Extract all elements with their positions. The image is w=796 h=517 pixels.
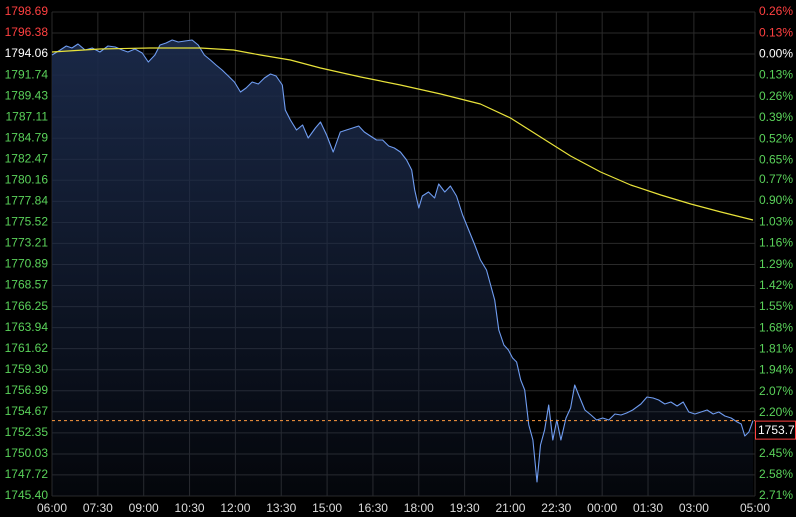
y2-tick-label: 1.81% — [759, 342, 793, 356]
y-tick-label: 1766.25 — [5, 299, 49, 313]
y-tick-label: 1775.52 — [5, 215, 49, 229]
x-tick-label: 12:00 — [220, 501, 250, 515]
y-tick-label: 1777.84 — [5, 194, 49, 208]
price-area — [52, 40, 753, 496]
y-tick-label: 1782.47 — [5, 151, 49, 165]
y-tick-label: 1798.69 — [5, 4, 49, 18]
x-tick-label: 21:00 — [495, 501, 525, 515]
y2-tick-label: 0.65% — [759, 152, 793, 166]
y2-tick-label: 2.71% — [759, 488, 793, 502]
x-tick-label: 22:30 — [541, 501, 571, 515]
y-tick-label: 1759.30 — [5, 362, 49, 376]
average-line — [51, 47, 754, 221]
y2-tick-label: 0.77% — [759, 172, 793, 186]
x-tick-label: 15:00 — [312, 501, 342, 515]
y2-tick-label: 0.90% — [759, 193, 793, 207]
y2-tick-label: 1.29% — [759, 257, 793, 271]
y2-tick-label: 0.13% — [759, 68, 793, 82]
y2-tick-label: 1.03% — [759, 214, 793, 228]
y2-tick-label: 2.58% — [759, 467, 793, 481]
y2-tick-label: 1.94% — [759, 363, 793, 377]
x-tick-label: 01:30 — [633, 501, 663, 515]
y-tick-label: 1761.62 — [5, 341, 49, 355]
y-tick-label: 1773.21 — [5, 236, 49, 250]
x-tick-label: 03:00 — [679, 501, 709, 515]
y2-tick-label: 1.68% — [759, 320, 793, 334]
y-tick-label: 1756.99 — [5, 383, 49, 397]
y2-tick-label: 2.45% — [759, 446, 793, 460]
x-tick-label: 07:30 — [83, 501, 113, 515]
y2-tick-label: 0.13% — [759, 25, 793, 39]
y-tick-label: 1754.67 — [5, 404, 49, 418]
y-tick-label: 1752.35 — [5, 425, 49, 439]
y-tick-label: 1784.79 — [5, 130, 49, 144]
y2-tick-label: 0.52% — [759, 131, 793, 145]
y-tick-label: 1750.03 — [5, 446, 49, 460]
y-tick-label: 1763.94 — [5, 320, 49, 334]
y2-tick-label: 0.26% — [759, 4, 793, 18]
y-tick-label: 1780.16 — [5, 172, 49, 186]
y2-tick-label: 2.20% — [759, 405, 793, 419]
x-tick-label: 00:00 — [587, 501, 617, 515]
y-tick-label: 1789.43 — [5, 88, 49, 102]
y-tick-label: 1747.72 — [5, 467, 49, 481]
x-tick-label: 09:00 — [129, 501, 159, 515]
y2-tick-label: 1.55% — [759, 299, 793, 313]
x-tick-label: 16:30 — [358, 501, 388, 515]
y2-tick-label: 1.42% — [759, 278, 793, 292]
x-tick-label: 13:30 — [266, 501, 296, 515]
y-tick-label: 1745.40 — [5, 488, 49, 502]
y2-tick-label: 1.16% — [759, 236, 793, 250]
y2-tick-label: 0.00% — [759, 47, 793, 61]
x-tick-label: 19:30 — [450, 501, 480, 515]
y-tick-label: 1794.06 — [5, 46, 49, 60]
y2-tick-label: 0.26% — [759, 89, 793, 103]
y2-tick-label: 0.39% — [759, 110, 793, 124]
y-tick-label: 1796.38 — [5, 25, 49, 39]
x-tick-label: 18:00 — [404, 501, 434, 515]
x-tick-label: 06:00 — [37, 501, 67, 515]
price-line — [51, 39, 754, 483]
y-tick-label: 1768.57 — [5, 278, 49, 292]
x-tick-label: 10:30 — [175, 501, 205, 515]
last-value-label: 1753.7 — [758, 423, 795, 437]
x-tick-label: 05:00 — [740, 501, 770, 515]
y-tick-label: 1770.89 — [5, 257, 49, 271]
y-tick-label: 1791.74 — [5, 67, 49, 81]
y2-tick-label: 2.07% — [759, 384, 793, 398]
y-tick-label: 1787.11 — [6, 109, 49, 123]
